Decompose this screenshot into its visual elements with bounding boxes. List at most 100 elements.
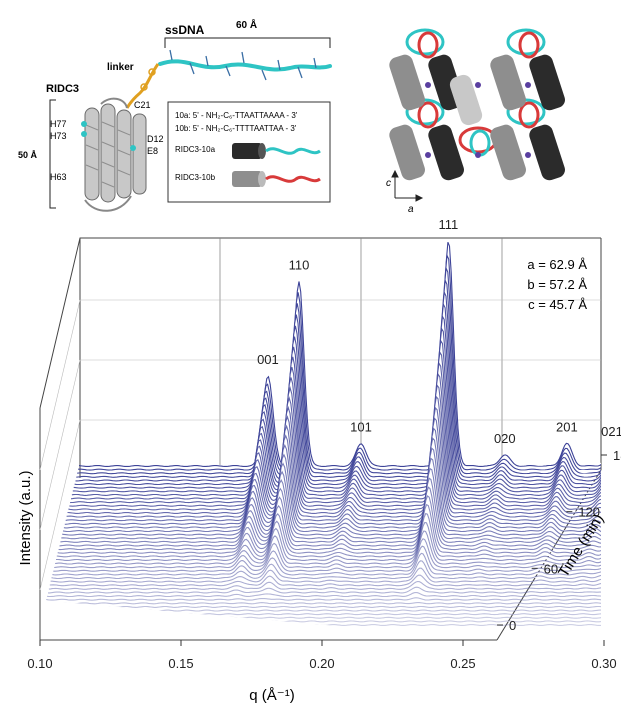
trace-line: [69, 372, 601, 507]
protein-stripes: [85, 121, 131, 188]
residue-label: H63: [50, 172, 67, 182]
ssdna-strand: [158, 59, 332, 72]
trace-line: [45, 602, 601, 605]
ssdna-bases: [169, 49, 317, 81]
z-axis-ticks: 0 60 120 180: [497, 448, 621, 633]
y-axis-label: Intensity (a.u.): [17, 470, 34, 565]
trace-line: [64, 427, 601, 525]
trace-line: [70, 361, 601, 504]
back-wall-grid: [80, 238, 601, 466]
peak-label: 101: [350, 420, 372, 435]
grid-line: [39, 419, 81, 591]
lattice-a: a = 62.9 Å: [527, 257, 587, 272]
ssdna-label: ssDNA: [165, 23, 205, 37]
protein-label: RIDC3: [46, 83, 79, 95]
x-tick-label: 0.30: [591, 656, 616, 671]
conjugate-10b-label: RIDC3-10b: [175, 173, 216, 182]
conjugate-10a-icon: [232, 143, 321, 159]
x-tick-label: 0.10: [27, 656, 52, 671]
trace-line: [56, 521, 601, 561]
trace-line: [70, 350, 601, 500]
z-tick-label: 180: [613, 448, 621, 463]
chart-frame: [39, 237, 602, 641]
trace-line: [50, 567, 601, 583]
residue-label: C21: [134, 100, 151, 110]
trace-line: [44, 605, 601, 608]
conjugate-10a-label: RIDC3-10a: [175, 145, 216, 154]
trace-line: [56, 512, 601, 558]
trace-line: [58, 495, 601, 551]
z-tick-label: 60: [544, 561, 558, 576]
x-tick-label: 0.20: [309, 656, 334, 671]
waterfall-chart: 001110101111020201021211121112 0.100.150…: [17, 217, 621, 704]
peak-label: 201: [556, 420, 578, 435]
protein-cylinders: [389, 54, 565, 181]
trace-line: [40, 624, 601, 626]
trace-line: [72, 327, 601, 493]
trace-line: [71, 339, 601, 496]
trace-line: [47, 591, 601, 598]
residue-label: E8: [147, 146, 158, 156]
trace-line: [59, 486, 601, 547]
trace-line: [63, 437, 601, 529]
axis-indicator: [391, 169, 424, 202]
trace-line: [57, 503, 601, 554]
trace-line: [76, 278, 601, 478]
peak-label: 110: [289, 258, 310, 273]
peak-label: 001: [257, 352, 279, 367]
trace-line: [49, 574, 601, 587]
length-60-bracket: [164, 37, 331, 48]
trace-line: [61, 467, 601, 540]
trace-line: [41, 616, 601, 619]
peak-label: 020: [494, 431, 516, 446]
sequence-10a: 10a: 5' - NH₂-C₆-TTAATTAAAA - 3': [175, 111, 298, 120]
trace-line: [68, 384, 601, 511]
axis-a-label: a: [408, 204, 414, 215]
trace-line: [52, 552, 601, 576]
sequence-10b: 10b: 5' - NH₂-C₆-TTTTAATTAA - 3': [175, 124, 297, 133]
x-tick-label: 0.25: [450, 656, 475, 671]
linker-label: linker: [107, 62, 134, 73]
residue-label: H77: [50, 119, 67, 129]
trace-line: [62, 447, 601, 533]
x-axis-label: q (Å⁻¹): [249, 687, 294, 704]
z-tick-label: 0: [509, 618, 516, 633]
side-wall-grid: [39, 299, 81, 591]
metal-site-icon: [130, 145, 136, 151]
metal-site-icon: [81, 121, 87, 127]
lattice-c: c = 45.7 Å: [528, 297, 587, 312]
residue-label: D12: [147, 134, 164, 144]
trace-line: [78, 241, 601, 467]
z-tick-label: 120: [578, 505, 600, 520]
length-60-label: 60 Å: [236, 18, 257, 31]
lattice-schematic: c a: [386, 28, 565, 215]
grid-line: [39, 299, 81, 471]
x-tick-label: 0.15: [168, 656, 193, 671]
trace-line: [75, 290, 601, 482]
trace-line: [54, 538, 601, 569]
peak-labels: 001110101111020201021211121112: [257, 217, 621, 446]
metal-link-icons: [425, 82, 531, 158]
trace-line: [74, 302, 601, 486]
trace-line: [62, 457, 601, 536]
trace-line: [42, 613, 601, 616]
conjugate-10b-icon: [232, 171, 321, 187]
trace-line: [48, 586, 601, 594]
trace-line: [78, 253, 601, 471]
trace-line: [40, 620, 601, 623]
lattice-parameters: a = 62.9 Å b = 57.2 Å c = 45.7 Å: [527, 257, 587, 312]
residue-label: H73: [50, 131, 67, 141]
axis-c-label: c: [386, 178, 391, 189]
trace-line: [43, 609, 601, 612]
peak-label: 021: [601, 424, 621, 439]
lattice-b: b = 57.2 Å: [527, 277, 587, 292]
x-axis-ticks: 0.10 0.15 0.20 0.25 0.30: [27, 640, 617, 671]
length-50-label: 50 Å: [18, 150, 38, 160]
trace-line: [48, 580, 601, 590]
metal-site-icon: [81, 131, 87, 137]
trace-line: [51, 560, 601, 580]
trace-line: [67, 395, 601, 514]
protein-helices: [84, 97, 147, 212]
grid-line: [39, 359, 81, 531]
